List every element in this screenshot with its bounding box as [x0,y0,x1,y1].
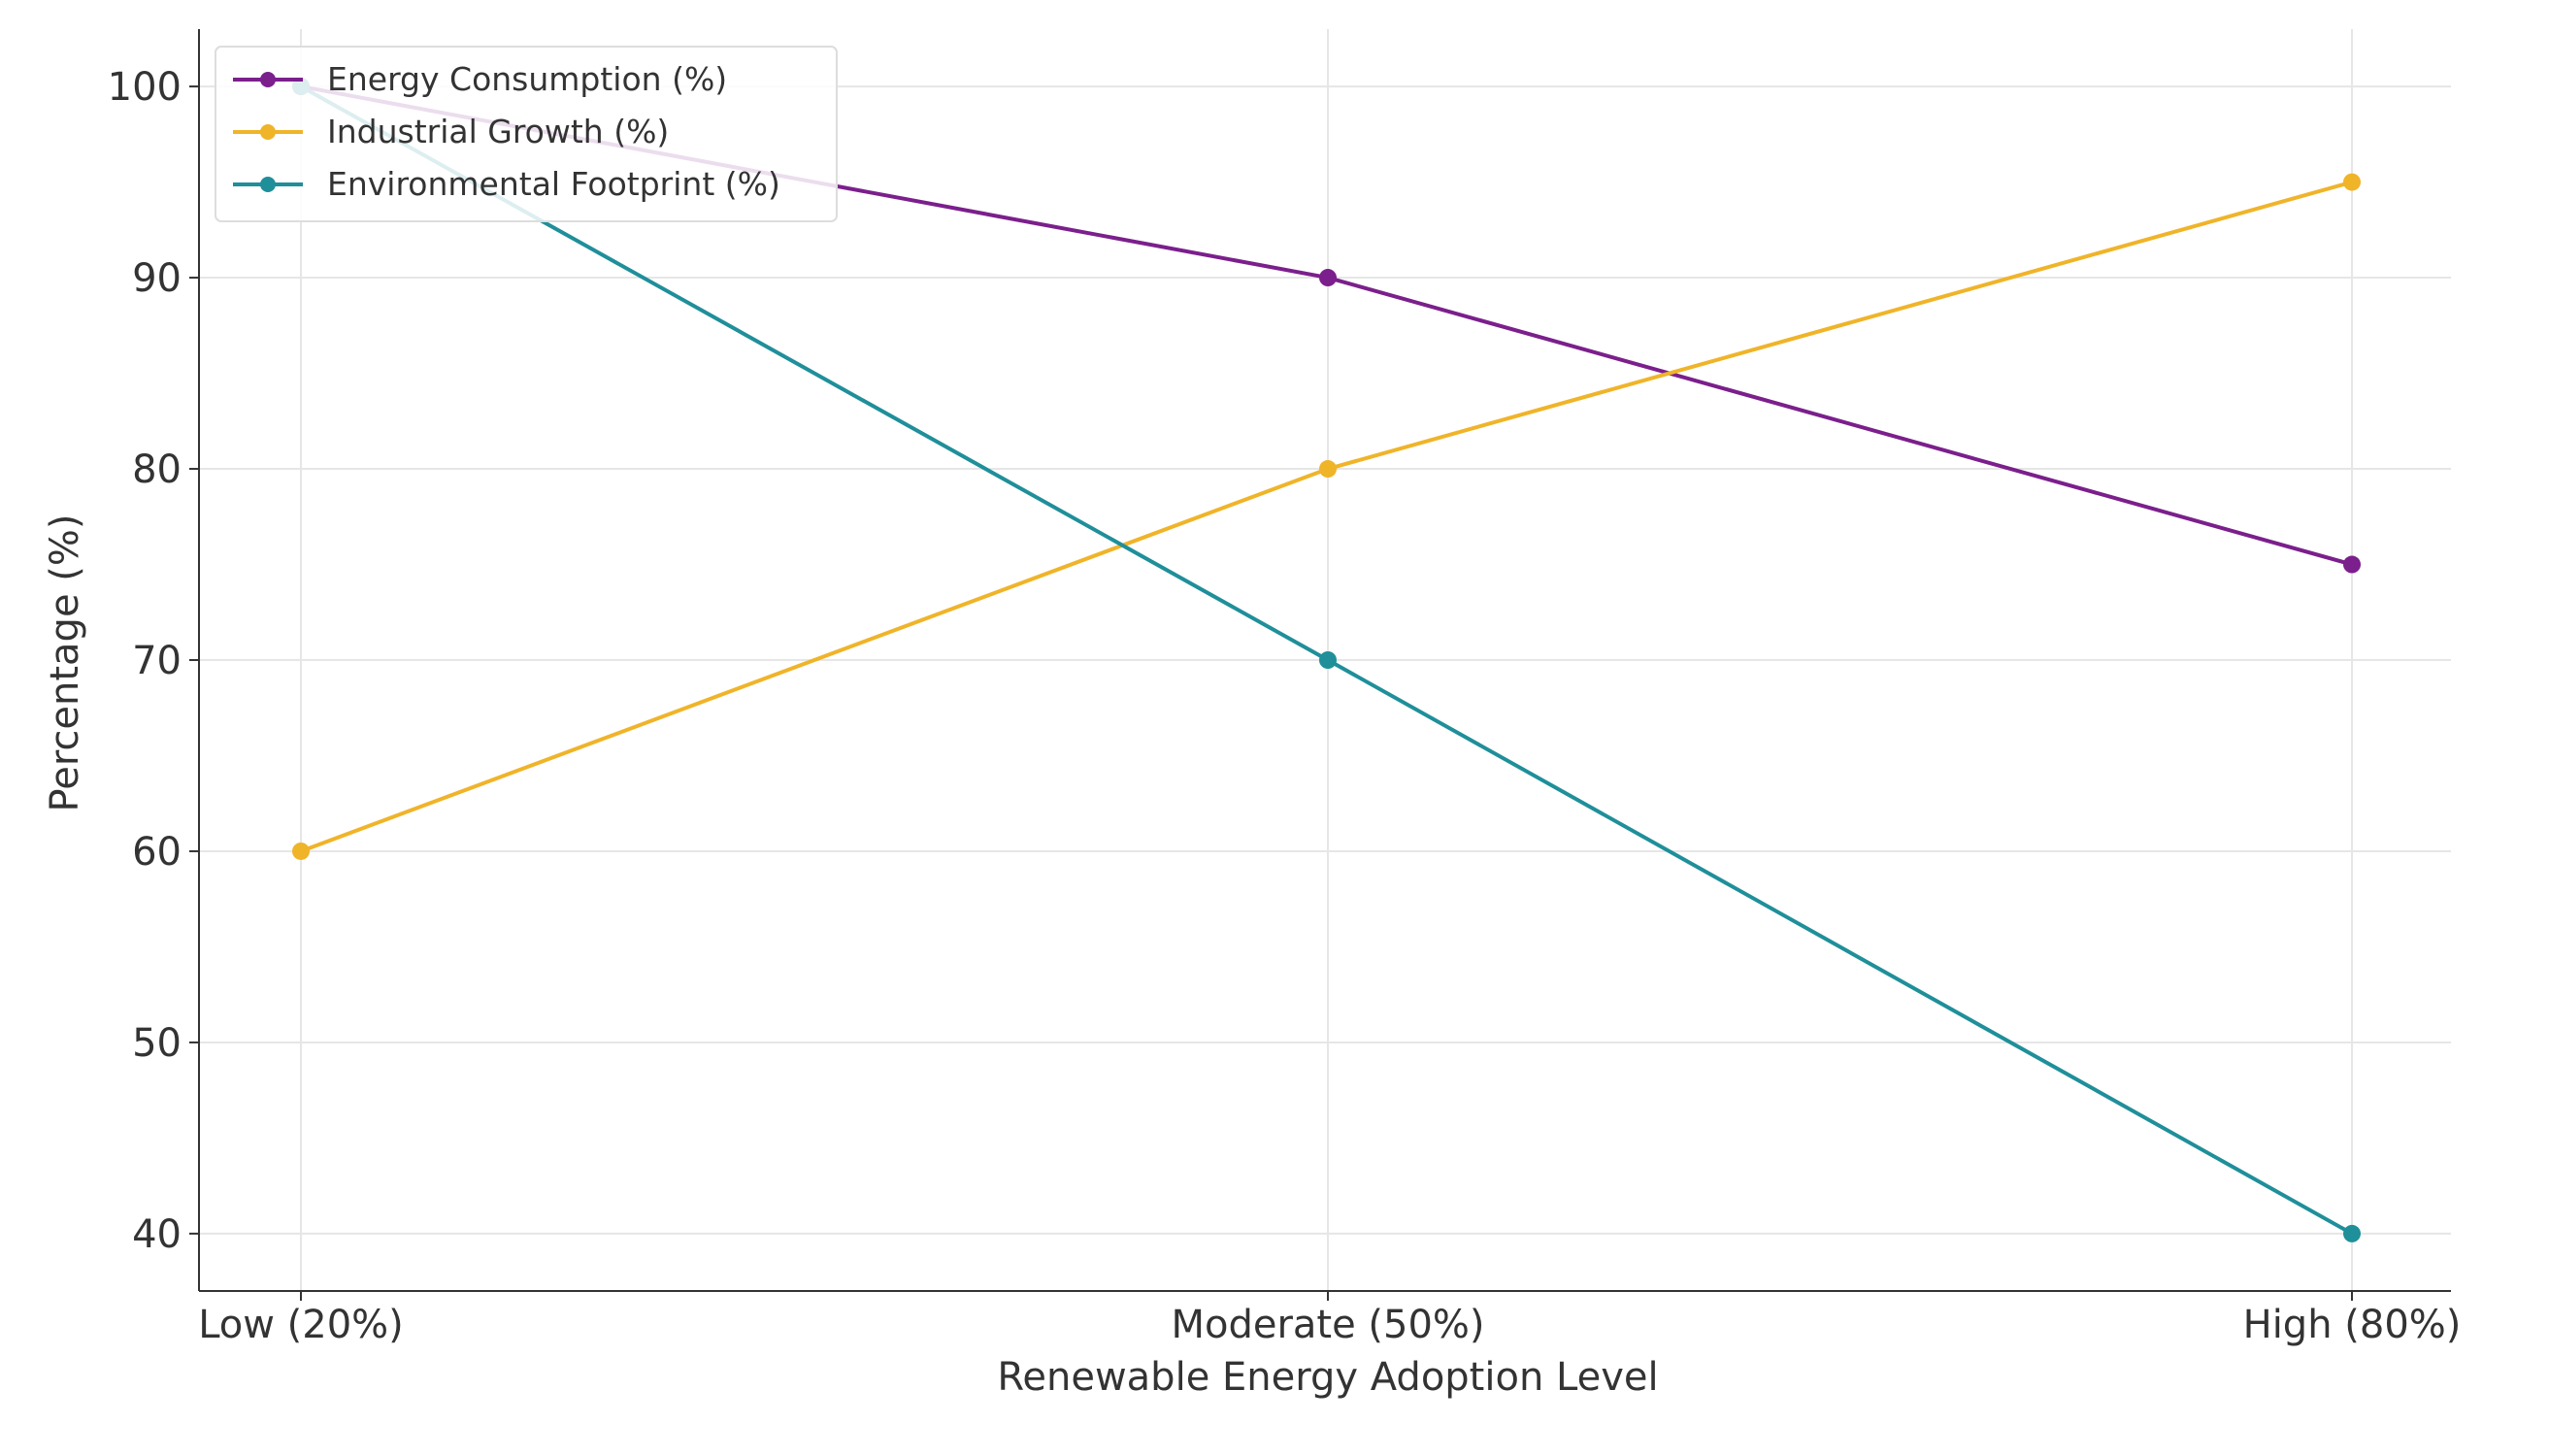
y-axis-title: Percentage (%) [43,514,87,812]
x-tick-label: Moderate (50%) [1171,1303,1484,1347]
tick-labels: 40 50 60 70 80 90 100 Low (20%) Moderate (50%) Hi… [108,65,2462,1347]
legend-marker [260,124,276,140]
legend-box [215,46,838,222]
y-tick-label: 70 [132,639,182,683]
legend-marker [260,72,276,87]
legend-label: Environmental Footprint (%) [327,165,780,203]
data-point [292,842,310,860]
x-tick-label: High (80%) [2243,1303,2462,1347]
y-tick-label: 80 [132,447,182,492]
x-tick-label: Low (20%) [198,1303,404,1347]
legend-label: Energy Consumption (%) [327,60,727,98]
data-point [1319,269,1337,287]
data-point [2343,1224,2361,1242]
legend-marker [260,177,276,192]
y-tick-label: 90 [132,256,182,301]
legend-label: Industrial Growth (%) [327,113,669,150]
data-point [1319,651,1337,669]
y-tick-label: 50 [132,1021,182,1066]
data-point [2343,173,2361,191]
y-tick-label: 60 [132,830,182,875]
x-axis-title: Renewable Energy Adoption Level [997,1355,1658,1400]
legend: Energy Consumption (%) Industrial Growth … [215,46,838,222]
y-tick-label: 40 [132,1212,182,1257]
data-point [2343,555,2361,574]
y-tick-label: 100 [108,65,182,110]
axes [189,29,2451,1301]
data-point [1319,460,1337,479]
